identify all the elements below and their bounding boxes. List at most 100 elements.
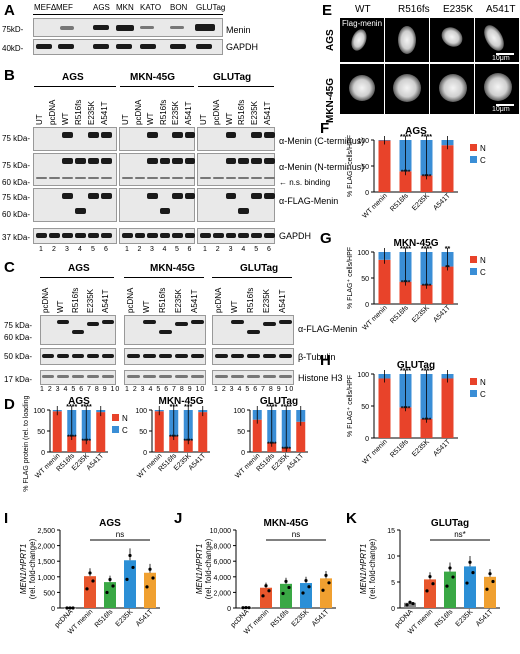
lane-label: E235K (262, 288, 271, 313)
blot-label: α-Menin (N-terminus) (279, 162, 365, 172)
blot-band (251, 177, 262, 179)
marker-label: 60 kDa- (2, 178, 31, 187)
lane-label: A541T (278, 289, 287, 313)
blot-band (72, 330, 84, 334)
blot-band (191, 320, 204, 324)
data-point (125, 577, 129, 581)
blot-band (159, 177, 170, 179)
blot-band (172, 158, 183, 164)
blot-band (75, 158, 86, 164)
blot-band (42, 354, 54, 358)
y-axis-label: MEN1/HPRT1 (359, 544, 368, 595)
group-label: AGS (68, 263, 90, 274)
lane-number: 2 (137, 246, 142, 253)
significance-label: **** (81, 404, 92, 411)
data-point (128, 553, 132, 558)
blot-band (212, 177, 224, 179)
lane-label: WT (61, 112, 70, 125)
y-tick-label: 8,000 (213, 544, 231, 551)
x-tick-label: A541T (311, 608, 331, 628)
data-point (241, 606, 245, 610)
significance-label: ** (445, 246, 451, 253)
legend-swatch-c (470, 156, 477, 163)
group-label: GLUTag (240, 263, 279, 274)
panel-label-c: C (4, 259, 15, 276)
bar-n (420, 418, 433, 438)
significance-label: **** (421, 134, 432, 141)
chart-title: AGS (99, 518, 121, 529)
blot-label: β-Tubulin (298, 352, 336, 362)
significance-label: **** (66, 404, 77, 411)
lane-number: 1 (125, 246, 129, 253)
lane-label: pcDNA (211, 99, 221, 125)
blot-band (238, 177, 250, 179)
blot-band (87, 322, 99, 326)
blot-band (279, 354, 292, 358)
legend-swatch-c (470, 268, 477, 275)
y-tick-label: 500 (43, 590, 55, 597)
blot-band (42, 375, 54, 378)
panel-label-g: G (320, 230, 332, 247)
lane-number: 4 (241, 246, 246, 253)
panel-label-a: A (4, 2, 15, 19)
significance-label: *** (170, 404, 178, 411)
blot-band (238, 233, 250, 238)
cell-image (393, 74, 421, 102)
data-point (261, 594, 265, 598)
blot-band (143, 375, 156, 378)
blot-band (72, 375, 84, 378)
y-tick-label: 50 (361, 276, 369, 283)
y-tick-label: 100 (33, 408, 45, 415)
group-label: AGS (62, 72, 84, 83)
blot-band (127, 354, 140, 358)
y-tick-label: 1,000 (37, 575, 55, 582)
data-point (445, 584, 449, 588)
bar-n (52, 411, 62, 452)
lane-label: pcDNA (48, 99, 57, 125)
blot-band (264, 177, 275, 179)
blot-label: ← n.s. binding (279, 178, 331, 187)
lane-number: 2 (215, 246, 220, 253)
bar-n (267, 442, 277, 452)
bar-n (399, 171, 412, 192)
blot-band (215, 354, 228, 358)
y-tick-label: 1,500 (37, 559, 55, 566)
lane-label: E235K (250, 100, 260, 125)
data-point (247, 606, 251, 610)
blot-band (87, 354, 99, 358)
significance-label: *** (184, 404, 192, 411)
row-label: AGS (325, 29, 336, 51)
bar-n (441, 378, 454, 438)
blot-band (231, 320, 244, 324)
blot-band (200, 233, 211, 238)
western-blot-menin-c (197, 127, 275, 151)
data-point (451, 575, 455, 579)
group-label: MKN-45G (130, 72, 176, 83)
data-point (284, 579, 288, 584)
blot-band (57, 354, 69, 358)
lane-label: A541T (183, 101, 193, 125)
lane-label: A541T (190, 289, 199, 313)
y-tick-label: 100 (233, 408, 245, 415)
y-tick-label: 50 (139, 429, 147, 436)
x-tick-label: A541T (86, 452, 106, 472)
significance-label: **** (421, 246, 432, 253)
panel-label-d: D (4, 396, 15, 413)
lane-label: R516fs (158, 99, 168, 125)
y-tick-label: 100 (357, 250, 369, 257)
blot-band (212, 233, 224, 238)
blot-band (238, 208, 250, 214)
blot-band (247, 354, 260, 358)
lane-label: R516fs (237, 99, 247, 125)
y-axis-label-2: (rel. fold-change) (204, 538, 213, 599)
y-tick-label: 50 (361, 404, 369, 411)
x-tick-label: R516fs (270, 608, 291, 629)
blot-band (247, 375, 260, 378)
lane-number: 1 (39, 246, 43, 253)
marker-label: 75 kDa- (2, 193, 31, 202)
data-point (68, 606, 72, 610)
y-tick-label: 100 (357, 138, 369, 145)
chart-j: MKN-45G 0 2,000 4,000 6,000 8,000 10,000 MEN1/H… (195, 518, 336, 636)
marker-label: 75 kDa- (2, 161, 31, 170)
